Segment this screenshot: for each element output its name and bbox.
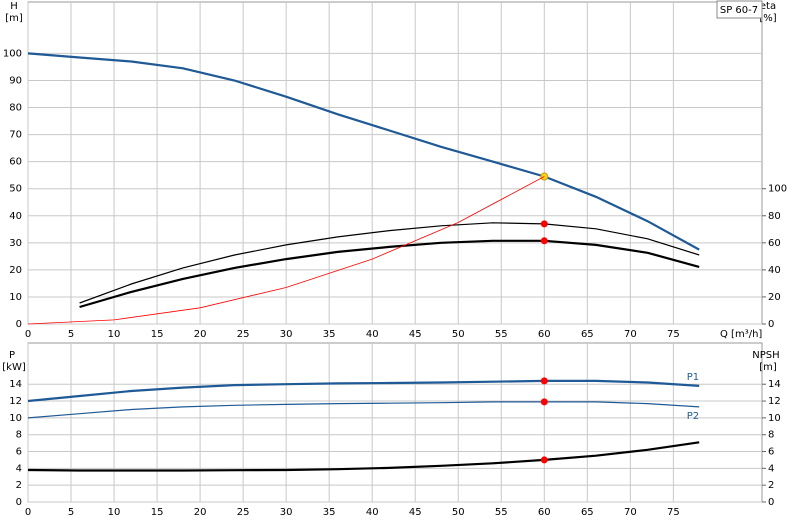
y2-tick-label: 14 <box>768 379 781 390</box>
duty-point <box>540 220 548 228</box>
series-line <box>27 441 700 472</box>
x-tick-label: 10 <box>108 329 121 340</box>
x-tick-label: 35 <box>323 329 336 340</box>
y2-tick-label: 4 <box>768 463 774 474</box>
y-tick-label: 80 <box>9 103 22 114</box>
x-tick-label: 60 <box>538 507 551 518</box>
y-tick-label: 30 <box>9 238 22 249</box>
y2-tick-label: 20 <box>768 292 781 303</box>
y2-tick-label: 60 <box>768 238 781 249</box>
series-line <box>27 176 545 325</box>
y-tick-label: 10 <box>9 413 22 424</box>
y2-tick-label: 100 <box>768 184 787 195</box>
x-tick-label: 15 <box>151 507 164 518</box>
axis-title: [m] <box>5 13 23 24</box>
y-tick-label: 4 <box>16 463 22 474</box>
y-tick-label: 0 <box>16 319 22 330</box>
x-tick-label: 75 <box>667 507 680 518</box>
y-tick-label: 90 <box>9 75 22 86</box>
y-tick-label: 6 <box>16 447 22 458</box>
axis-title: [%] <box>759 13 776 24</box>
x-tick-label: 45 <box>409 329 422 340</box>
axis-title: P <box>9 350 15 361</box>
y2-tick-label: 80 <box>768 211 781 222</box>
x-tick-label: 5 <box>68 329 74 340</box>
x-tick-label: 65 <box>581 507 594 518</box>
axis-title: H <box>10 1 18 12</box>
y2-tick-label: 10 <box>768 413 781 424</box>
duty-point <box>540 377 548 385</box>
y-tick-label: 14 <box>9 379 22 390</box>
y-tick-label: 0 <box>16 497 22 508</box>
x-tick-label: 20 <box>194 507 207 518</box>
series-line <box>79 222 700 304</box>
y2-tick-label: 0 <box>768 319 774 330</box>
y-tick-label: 2 <box>16 480 22 491</box>
x-tick-label: 50 <box>452 329 465 340</box>
x-tick-label: 55 <box>495 507 508 518</box>
x-tick-label: 5 <box>68 507 74 518</box>
series-label: P1 <box>687 372 699 383</box>
axis-title: Q [m³/h] <box>720 329 762 340</box>
y2-tick-label: 40 <box>768 265 781 276</box>
x-tick-label: 25 <box>237 329 250 340</box>
x-tick-label: 70 <box>624 507 637 518</box>
x-tick-label: 10 <box>108 507 121 518</box>
x-tick-label: 65 <box>581 329 594 340</box>
y2-tick-label: 0 <box>768 497 774 508</box>
axis-title: [m] <box>759 362 777 373</box>
x-tick-label: 25 <box>237 507 250 518</box>
x-tick-label: 45 <box>409 507 422 518</box>
y-tick-label: 70 <box>9 130 22 141</box>
x-tick-label: 30 <box>280 507 293 518</box>
y2-tick-label: 12 <box>768 396 781 407</box>
y-tick-label: 40 <box>9 211 22 222</box>
axis-title: [kW] <box>2 362 26 373</box>
x-tick-label: 70 <box>624 329 637 340</box>
y-tick-label: 20 <box>9 265 22 276</box>
y-tick-label: 50 <box>9 184 22 195</box>
x-tick-label: 50 <box>452 507 465 518</box>
x-tick-label: 30 <box>280 329 293 340</box>
y-tick-label: 8 <box>16 430 22 441</box>
x-tick-label: 75 <box>667 329 680 340</box>
series-line <box>27 379 700 403</box>
series-line <box>79 239 700 309</box>
duty-point <box>540 456 548 464</box>
series-line <box>27 52 700 251</box>
y-tick-label: 10 <box>9 292 22 303</box>
x-tick-label: 60 <box>538 329 551 340</box>
x-tick-label: 40 <box>366 507 379 518</box>
series-line <box>27 401 700 419</box>
y-tick-label: 100 <box>3 48 22 59</box>
y2-tick-label: 2 <box>768 480 774 491</box>
y-tick-label: 12 <box>9 396 22 407</box>
duty-point <box>540 237 548 245</box>
duty-point <box>540 398 548 406</box>
x-tick-label: 0 <box>25 507 31 518</box>
x-tick-label: 55 <box>495 329 508 340</box>
y2-tick-label: 6 <box>768 447 774 458</box>
y2-tick-label: 8 <box>768 430 774 441</box>
x-tick-label: 20 <box>194 329 207 340</box>
x-tick-label: 0 <box>25 329 31 340</box>
x-tick-label: 15 <box>151 329 164 340</box>
chart-title: SP 60-7 <box>720 5 758 16</box>
x-tick-label: 40 <box>366 329 379 340</box>
axis-title: NPSH <box>752 350 779 361</box>
x-tick-label: 35 <box>323 507 336 518</box>
axis-title: eta <box>760 1 776 12</box>
title-box <box>716 0 763 19</box>
y-tick-label: 60 <box>9 157 22 168</box>
series-label: P2 <box>687 411 699 422</box>
